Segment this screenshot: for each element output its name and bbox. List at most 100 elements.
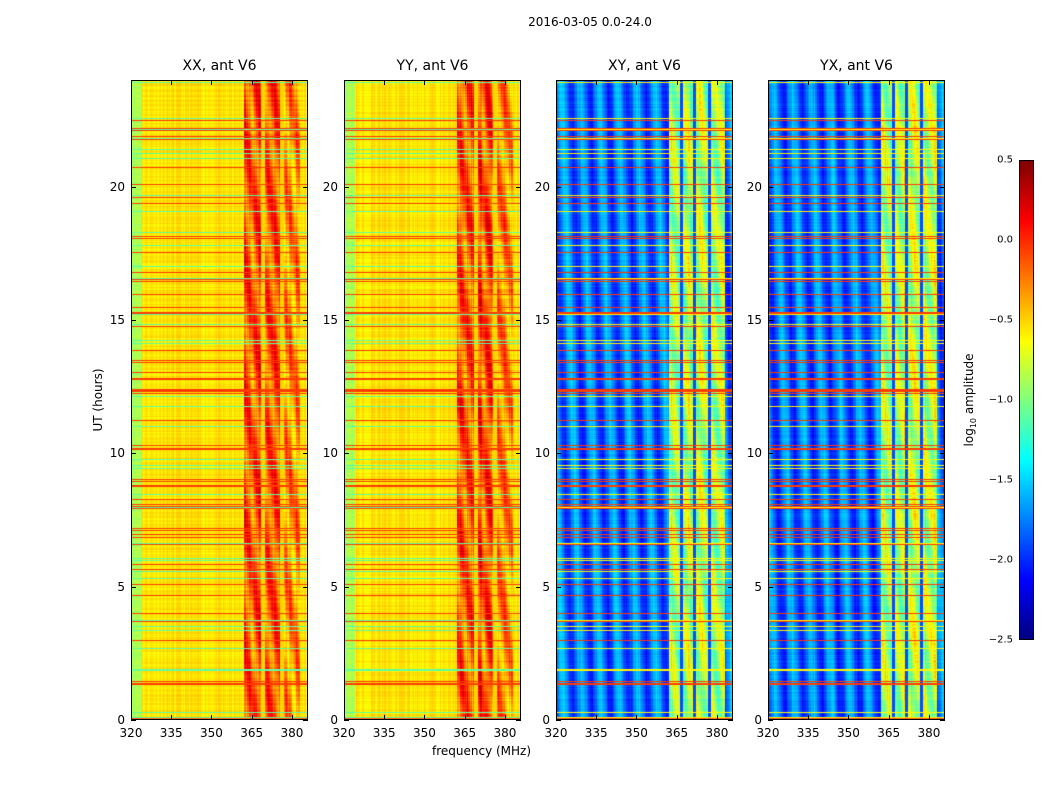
y-tick-mark — [344, 586, 349, 588]
y-tick-mark — [303, 720, 308, 721]
y-tick-mark — [940, 186, 945, 188]
y-tick-mark — [131, 586, 136, 588]
heatmap-panel: YY, ant V6 0 5 10 15 20 320 335 350 365 380 — [323, 58, 521, 740]
y-tick-label: 20 — [746, 179, 762, 194]
axes-frame — [344, 80, 521, 720]
x-tick-mark — [808, 80, 810, 85]
x-axis-label: frequency (MHz) — [432, 744, 532, 758]
y-tick-label: 5 — [330, 579, 338, 594]
y-tick-label: 0 — [754, 713, 762, 727]
y-tick-mark — [940, 720, 945, 721]
x-tick-mark — [131, 715, 132, 720]
y-tick-mark — [516, 586, 521, 588]
x-tick-mark — [808, 715, 810, 720]
x-tick-mark — [636, 80, 638, 85]
y-tick-mark — [728, 586, 733, 588]
x-tick-mark — [768, 715, 769, 720]
x-tick-mark — [504, 80, 506, 85]
colorbar — [1019, 160, 1034, 640]
heatmap-panel: XX, ant V6 0 5 10 15 20 320 335 350 365 380 — [110, 58, 308, 740]
x-tick-mark — [464, 715, 466, 720]
x-tick-mark — [676, 80, 678, 85]
colorbar-tick-label: −0.5 — [988, 314, 1013, 326]
y-tick-mark — [728, 720, 733, 721]
x-tick-label: 320 — [756, 726, 780, 740]
y-tick-mark — [556, 320, 561, 321]
y-tick-label: 5 — [542, 579, 550, 594]
x-tick-label: 350 — [625, 726, 648, 740]
y-tick-label: 0 — [117, 713, 125, 727]
y-tick-label: 15 — [534, 313, 550, 327]
x-tick-mark — [676, 715, 678, 720]
y-tick-label: 20 — [534, 179, 550, 194]
y-tick-mark — [516, 453, 521, 455]
y-tick-mark — [516, 320, 521, 321]
colorbar-label: log10 amplitude — [961, 353, 979, 447]
x-tick-mark — [888, 80, 890, 85]
y-tick-mark — [728, 453, 733, 455]
x-tick-label: 380 — [280, 726, 304, 740]
x-tick-label: 350 — [200, 726, 223, 740]
y-tick-label: 10 — [746, 446, 762, 461]
y-tick-mark — [728, 186, 733, 188]
heatmap-image — [131, 80, 308, 720]
x-tick-mark — [556, 80, 557, 85]
y-tick-mark — [303, 320, 308, 321]
x-tick-mark — [211, 715, 213, 720]
x-tick-mark — [504, 715, 506, 720]
x-tick-mark — [596, 715, 598, 720]
x-tick-mark — [848, 80, 850, 85]
colorbar-tick-label: 0.0 — [997, 234, 1013, 246]
y-tick-mark — [728, 320, 733, 321]
x-tick-mark — [596, 80, 598, 85]
y-tick-label: 0 — [330, 713, 338, 727]
x-tick-mark — [291, 715, 293, 720]
x-tick-mark — [464, 80, 466, 85]
y-tick-mark — [344, 453, 349, 455]
heatmap-image — [768, 80, 945, 720]
y-tick-mark — [768, 586, 773, 588]
y-tick-mark — [556, 586, 561, 588]
heatmap-panel: XY, ant V6 0 5 10 15 20 320 335 350 365 380 — [535, 58, 733, 740]
x-tick-mark — [171, 715, 173, 720]
colorbar-tick-label: −2.0 — [988, 554, 1013, 566]
x-tick-mark — [131, 80, 132, 85]
y-tick-mark — [516, 186, 521, 188]
x-tick-mark — [344, 80, 345, 85]
x-tick-mark — [424, 715, 426, 720]
x-tick-label: 380 — [493, 726, 517, 740]
y-tick-label: 15 — [322, 313, 338, 327]
y-tick-label: 10 — [322, 446, 338, 461]
y-tick-label: 10 — [534, 446, 550, 461]
y-tick-mark — [768, 186, 773, 188]
x-tick-mark — [848, 715, 850, 720]
x-tick-mark — [171, 80, 173, 85]
colorbar-tick-label: −1.5 — [988, 474, 1013, 486]
y-tick-mark — [344, 320, 349, 321]
x-tick-label: 380 — [705, 726, 729, 740]
y-tick-label: 20 — [322, 179, 338, 194]
panel-title: XX, ant V6 — [182, 58, 257, 74]
y-tick-mark — [768, 453, 773, 455]
y-tick-mark — [768, 320, 773, 321]
x-tick-label: 350 — [837, 726, 860, 740]
y-axis-label: UT (hours) — [91, 368, 105, 432]
colorbar-tick-label: −1.0 — [988, 394, 1013, 406]
y-tick-mark — [556, 720, 561, 721]
x-tick-label: 320 — [119, 726, 143, 740]
x-tick-mark — [251, 715, 253, 720]
x-tick-label: 320 — [544, 726, 568, 740]
x-tick-mark — [384, 80, 386, 85]
y-tick-label: 5 — [754, 579, 762, 594]
y-tick-mark — [516, 720, 521, 721]
y-tick-mark — [131, 186, 136, 188]
y-tick-mark — [556, 453, 561, 455]
heatmap-panel: YX, ant V6 0 5 10 15 20 320 335 350 365 380 — [747, 58, 945, 740]
panel-title: YY, ant V6 — [396, 58, 469, 74]
x-tick-mark — [384, 715, 386, 720]
x-tick-mark — [251, 80, 253, 85]
y-tick-label: 5 — [117, 579, 125, 594]
x-tick-label: 365 — [877, 726, 901, 740]
y-tick-mark — [344, 720, 349, 721]
x-tick-mark — [928, 715, 930, 720]
